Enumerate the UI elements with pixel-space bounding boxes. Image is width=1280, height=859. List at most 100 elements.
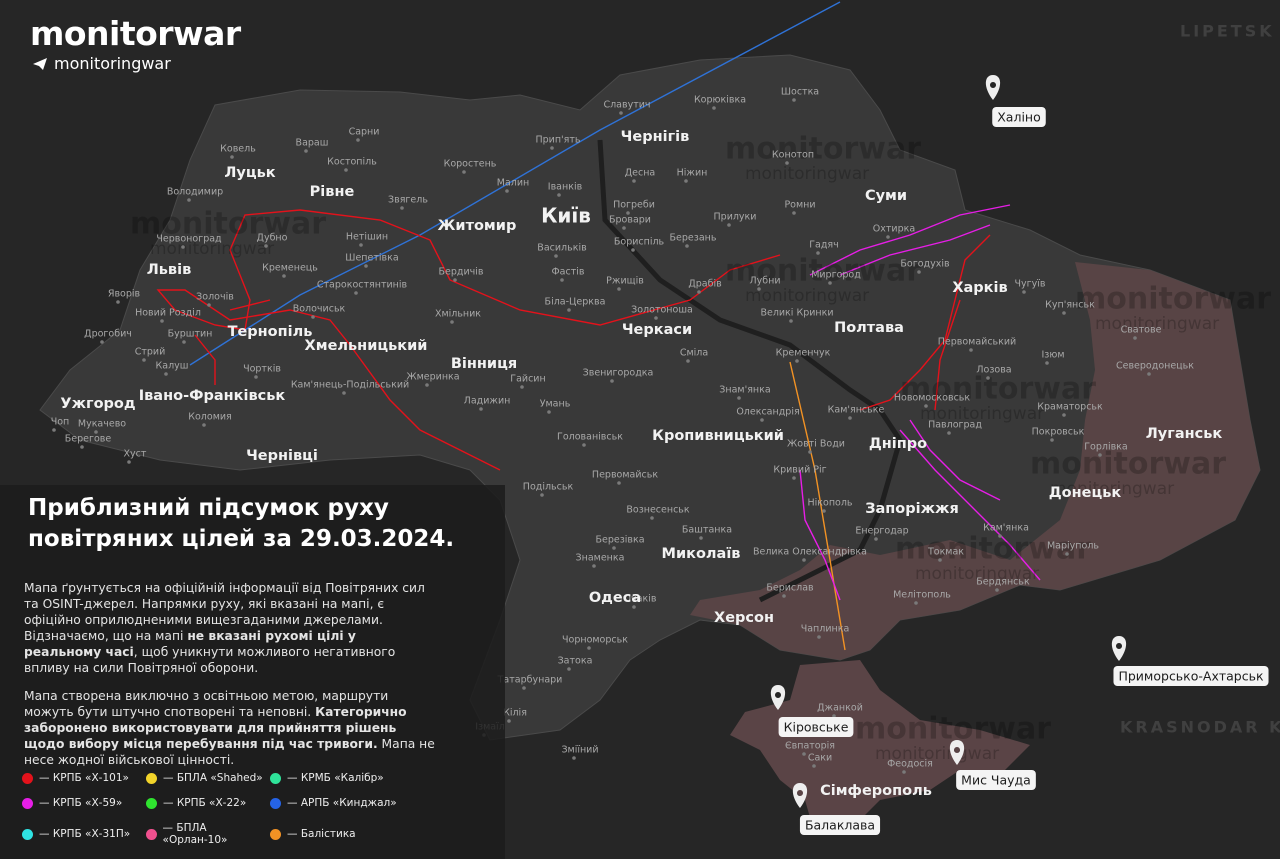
town-label: Знаменка [576, 553, 625, 564]
pin-icon [1111, 636, 1127, 661]
town-label: Бердичів [439, 267, 484, 278]
legend-swatch [22, 797, 33, 809]
town-dot [507, 719, 511, 723]
town-dot [712, 106, 716, 110]
town-label: Мукачево [78, 419, 126, 430]
town-dot [1050, 438, 1054, 442]
town-dot [785, 161, 789, 165]
legend-item: — КРМБ «Калібр» [270, 772, 420, 784]
town-label: Ладижин [464, 396, 511, 407]
town-label: Куп'янськ [1045, 300, 1095, 311]
town-label: Нікополь [807, 498, 852, 509]
town-label: Вараш [296, 138, 329, 149]
city-label: Кропивницький [652, 428, 784, 444]
town-dot [727, 223, 731, 227]
town-dot [822, 509, 826, 513]
pin-icon [770, 685, 786, 710]
town-dot [902, 770, 906, 774]
town-label: Жмеринка [406, 372, 459, 383]
watermark-handle: monitoringwar [1095, 314, 1219, 334]
town-dot [479, 407, 483, 411]
legend-label: — КРПБ «Х-22» [163, 797, 247, 809]
town-label: Старокостянтинів [317, 280, 408, 291]
watermark-brand: monitorwar [895, 532, 1091, 567]
town-dot [760, 418, 764, 422]
town-dot [304, 149, 308, 153]
town-dot [782, 594, 786, 598]
town-dot [52, 428, 56, 432]
town-dot [557, 193, 561, 197]
town-label: Берегове [65, 434, 112, 445]
city-label: Рівне [310, 184, 355, 200]
watermark-brand: monitorwar [855, 712, 1051, 747]
city-label: Чернівці [246, 448, 318, 464]
kh59-route [799, 469, 841, 601]
town-dot [554, 254, 558, 258]
town-label: Кривий Ріг [773, 465, 826, 476]
town-label: Вознесенськ [626, 505, 690, 516]
town-dot [995, 588, 999, 592]
town-dot [127, 460, 131, 464]
title: Приблизний підсумок руху повітряних ціле… [28, 495, 455, 552]
town-label: Волочиськ [293, 304, 346, 315]
legend-swatch [270, 828, 281, 840]
town-dot [354, 291, 358, 295]
pin-label-box [1113, 666, 1269, 686]
pin-label-box [778, 717, 854, 737]
town-dot [550, 146, 554, 150]
town-dot [282, 274, 286, 278]
town-dot [1062, 413, 1066, 417]
town-label: Червоноград [156, 234, 222, 245]
region-label: KRASNODAR KRAI [1120, 718, 1280, 737]
town-label: Корюківка [694, 95, 746, 106]
town-label: Кременчук [776, 348, 831, 359]
legend-item: — КРПБ «Х-101» [22, 772, 146, 784]
city-label: Луцьк [224, 165, 275, 181]
city-label: Донецьк [1049, 485, 1122, 501]
watermark-brand: monitorwar [725, 132, 921, 167]
pin-label-box [992, 107, 1046, 127]
town-label: Бурштин [168, 329, 213, 340]
city-label: Хмельницький [305, 338, 428, 354]
watermark-handle: monitoringwar [745, 286, 869, 306]
town-dot [938, 558, 942, 562]
legend-swatch [146, 828, 157, 840]
town-dot [582, 443, 586, 447]
paragraph: Мапа ґрунтується на офіційній інформації… [24, 580, 436, 676]
town-label: Гадяч [809, 240, 839, 251]
town-label: Берислав [766, 583, 814, 594]
town-label: Погреби [613, 200, 655, 211]
town-label: Чугуїв [1015, 279, 1046, 290]
town-dot [1045, 361, 1049, 365]
town-label: Чоп [51, 417, 70, 428]
town-label: Калуш [156, 361, 189, 372]
town-label: Нетішин [346, 232, 388, 243]
town-label: Драбів [688, 279, 722, 290]
town-dot [832, 714, 836, 718]
routes [156, 1, 1041, 651]
handle: monitoringwar [54, 54, 171, 73]
town-dot [207, 303, 211, 307]
town-dot [802, 752, 806, 756]
town-dot [789, 319, 793, 323]
town-dot [540, 493, 544, 497]
town-label: Новомосковськ [894, 393, 971, 404]
town-label: Кам'янське [828, 405, 885, 416]
pin-label-box [799, 815, 881, 835]
town-dot [567, 308, 571, 312]
town-dot [874, 537, 878, 541]
town-label: Лозова [976, 365, 1011, 376]
town-dot [817, 635, 821, 639]
town-label: Євпаторія [785, 741, 835, 752]
town-dot [359, 243, 363, 247]
town-dot [264, 244, 268, 248]
town-label: Первомайський [938, 337, 1017, 348]
text: Мапа не несе жодної військової цінності. [24, 737, 435, 767]
town-label: Сватове [1121, 325, 1162, 336]
legend-item: — АРПБ «Кинджал» [270, 797, 420, 809]
town-dot [828, 281, 832, 285]
town-label: Джанкой [817, 703, 863, 714]
town-dot [816, 251, 820, 255]
town-dot [453, 278, 457, 282]
